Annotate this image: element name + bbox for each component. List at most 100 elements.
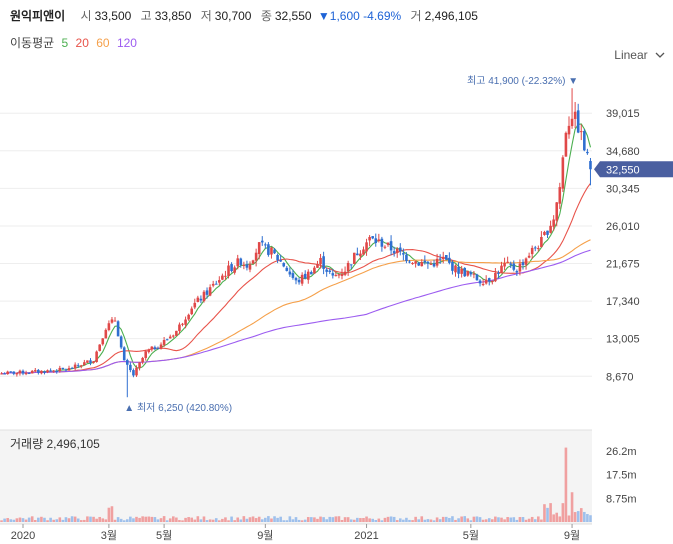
volume-bar xyxy=(257,516,261,522)
close-label: 종 xyxy=(260,9,272,23)
volume-bar xyxy=(46,520,49,522)
volume-bar xyxy=(227,520,230,522)
volume-bar xyxy=(469,520,473,522)
volume-bar xyxy=(497,517,500,522)
volume-bar xyxy=(104,519,108,522)
candle-body xyxy=(374,238,378,244)
candle-body xyxy=(322,256,325,269)
volume-bar xyxy=(285,520,289,522)
candle-body xyxy=(168,336,172,339)
x-tick-label: 9월 xyxy=(564,529,580,542)
candle-body xyxy=(248,264,252,270)
candle-body xyxy=(221,275,224,280)
candle-body xyxy=(156,348,160,350)
candle-body xyxy=(61,367,65,370)
candle-body xyxy=(267,244,270,255)
candle-body xyxy=(199,298,203,301)
candle-body xyxy=(92,361,95,363)
ma-120: 120 xyxy=(116,36,137,50)
volume-bar xyxy=(383,517,387,522)
ma-line-5 xyxy=(1,123,592,375)
candle-body xyxy=(359,253,362,257)
candle-body xyxy=(141,357,144,363)
candle-body xyxy=(12,371,16,374)
volume-bar xyxy=(303,519,307,522)
candle-body xyxy=(279,260,282,262)
volume-bar xyxy=(273,516,276,522)
volume-bar xyxy=(30,516,34,522)
candle-body xyxy=(386,242,390,245)
candle-body xyxy=(165,339,169,341)
volume-bar xyxy=(141,516,144,522)
candle-body xyxy=(76,365,80,367)
candle-body xyxy=(132,370,135,376)
candle-body xyxy=(558,187,562,204)
volume-bar xyxy=(175,517,178,522)
volume-bar xyxy=(337,516,341,522)
volume-bar xyxy=(184,517,187,522)
candle-body xyxy=(276,254,279,261)
candle-body xyxy=(202,291,206,302)
candle-body xyxy=(469,272,473,275)
volume-bar xyxy=(294,517,298,522)
volume-bar xyxy=(239,519,243,522)
volume-bar xyxy=(52,519,55,522)
low-label: 저 xyxy=(200,9,212,23)
current-price-tag xyxy=(594,161,673,178)
volume-label: 거 xyxy=(410,9,422,23)
volume-bar xyxy=(242,516,246,522)
candle-body xyxy=(466,270,470,276)
x-tick-label: 9월 xyxy=(257,529,273,542)
candle-body xyxy=(573,111,577,119)
volume-bar xyxy=(438,519,442,522)
volume-bar xyxy=(15,518,19,522)
candle-body xyxy=(208,287,212,296)
volume-bar xyxy=(319,516,322,522)
volume-bar xyxy=(380,520,384,522)
ma-line-60 xyxy=(1,239,591,375)
volume-bar xyxy=(313,517,316,522)
volume-bar xyxy=(552,514,555,522)
volume-bar xyxy=(224,517,227,522)
candle-body xyxy=(543,231,546,235)
volume-bar xyxy=(530,516,534,522)
candle-body xyxy=(331,273,335,276)
volume-bar xyxy=(107,507,111,522)
candle-body xyxy=(260,240,264,243)
volume-bar xyxy=(260,519,264,522)
scale-selector[interactable]: Linear xyxy=(614,48,665,62)
candle-body xyxy=(389,241,393,251)
candle-body xyxy=(95,351,98,363)
moving-average-legend[interactable]: 이동평균 5 20 60 120 xyxy=(10,34,141,51)
volume-bar xyxy=(374,520,378,522)
volume-bar xyxy=(83,519,86,522)
candle-body xyxy=(487,278,491,282)
volume-bar xyxy=(411,520,414,522)
volume-tick-label: 8.75m xyxy=(606,493,637,505)
candle-body xyxy=(254,252,258,261)
volume-bar xyxy=(503,519,506,522)
volume-bar xyxy=(460,516,463,522)
candle-body xyxy=(540,236,543,248)
candle-body xyxy=(270,247,273,255)
price-tick-label: 13,005 xyxy=(606,334,640,346)
candle-body xyxy=(224,275,227,277)
candle-body xyxy=(89,360,92,363)
candle-body xyxy=(162,339,166,345)
volume-bar xyxy=(98,516,101,522)
current-price-label: 32,550 xyxy=(606,164,640,176)
volume-tick-label: 17.5m xyxy=(606,470,637,482)
volume-bar xyxy=(267,516,270,522)
volume-bar xyxy=(218,520,221,522)
scale-value: Linear xyxy=(614,48,648,62)
volume-bar xyxy=(414,516,417,522)
candle-body xyxy=(37,369,40,373)
volume-bar xyxy=(58,517,62,522)
candle-body xyxy=(429,263,433,265)
candle-body xyxy=(193,302,197,308)
candle-body xyxy=(58,367,62,371)
candle-body xyxy=(190,308,194,315)
volume-bar xyxy=(524,519,528,522)
volume-bar xyxy=(334,516,338,522)
